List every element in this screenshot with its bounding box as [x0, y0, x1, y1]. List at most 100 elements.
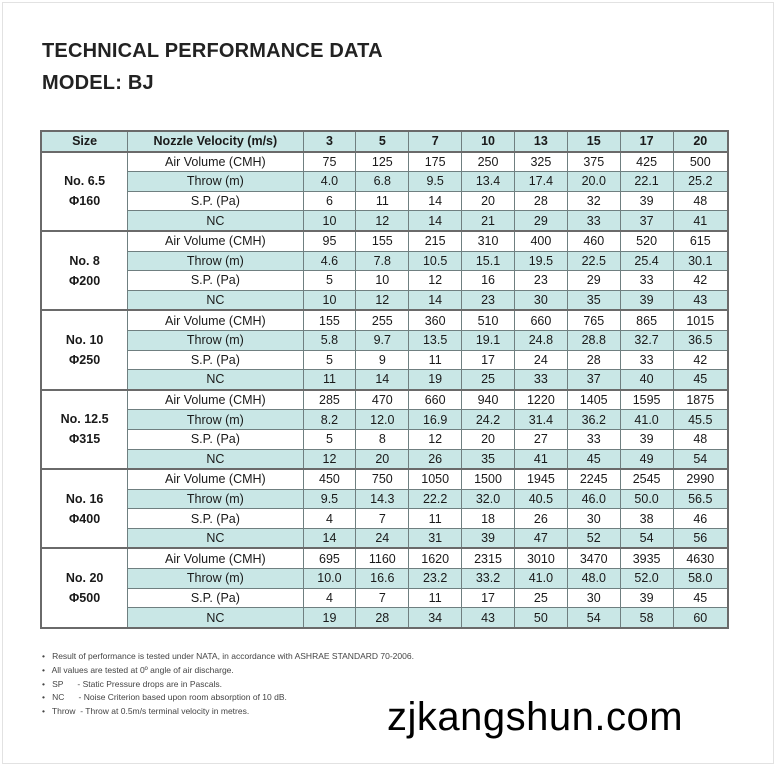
- value-cell: 360: [408, 309, 463, 331]
- value-cell: 33: [566, 210, 621, 232]
- value-cell: 24: [355, 527, 410, 549]
- value-cell: 2545: [619, 468, 674, 490]
- value-cell: 50: [513, 607, 568, 629]
- value-cell: 4.6: [302, 250, 357, 272]
- value-cell: 20: [355, 448, 410, 470]
- value-cell: 39: [461, 527, 515, 549]
- value-cell: 1405: [566, 388, 621, 411]
- value-cell: 46.0: [566, 488, 621, 510]
- value-cell: 400: [513, 229, 568, 252]
- value-cell: 11: [408, 587, 463, 609]
- value-cell: 8.2: [302, 409, 357, 430]
- value-cell: 46: [672, 508, 729, 529]
- value-cell: 940: [461, 388, 515, 411]
- value-cell: 25.4: [619, 250, 674, 272]
- diameter-label: Φ400: [69, 511, 101, 526]
- value-cell: 14: [408, 190, 463, 212]
- value-cell: 125: [355, 150, 410, 173]
- value-cell: 21: [461, 210, 515, 232]
- parameter-label: Throw (m): [127, 250, 304, 272]
- value-cell: 39: [619, 587, 674, 609]
- parameter-label: S.P. (Pa): [127, 587, 304, 609]
- value-cell: 54: [672, 448, 729, 470]
- value-cell: 7: [355, 587, 410, 609]
- value-cell: 60: [672, 607, 729, 629]
- value-cell: 41.0: [513, 568, 568, 589]
- table-header-row: Size Nozzle Velocity (m/s) 3 5 7 10 13 15 17 20: [40, 130, 729, 153]
- value-cell: 10: [355, 270, 410, 291]
- value-cell: 460: [566, 229, 621, 252]
- value-cell: 37: [619, 210, 674, 232]
- value-cell: 3935: [619, 547, 674, 570]
- size-group: No. 16 Φ400 Air Volume (CMH) 450 750 1050 1500…: [40, 468, 729, 549]
- parameter-label: Throw (m): [127, 488, 304, 510]
- value-cell: 23: [513, 270, 568, 291]
- value-cell: 28.8: [566, 329, 621, 351]
- table-row: Throw (m) 4.6 7.8 10.5 15.1 19.5 22.5 25.4 30.1: [41, 250, 729, 272]
- footnote: • NC - Noise Criterion based upon room a…: [42, 691, 414, 705]
- value-cell: 28: [355, 607, 410, 629]
- value-cell: 35: [566, 289, 621, 311]
- value-cell: 45.5: [672, 409, 729, 430]
- column-header: 20: [672, 130, 729, 153]
- value-cell: 14: [355, 369, 410, 391]
- value-cell: 375: [566, 150, 621, 173]
- parameter-label: Throw (m): [127, 171, 304, 192]
- value-cell: 12: [355, 210, 410, 232]
- value-cell: 470: [355, 388, 410, 411]
- value-cell: 10.5: [408, 250, 463, 272]
- value-cell: 250: [461, 150, 515, 173]
- page-title: TECHNICAL PERFORMANCE DATA: [42, 40, 383, 62]
- value-cell: 660: [408, 388, 463, 411]
- parameter-label: S.P. (Pa): [127, 190, 304, 212]
- value-cell: 255: [355, 309, 410, 331]
- value-cell: 1220: [513, 388, 568, 411]
- value-cell: 58: [619, 607, 674, 629]
- value-cell: 41: [513, 448, 568, 470]
- parameter-label: S.P. (Pa): [127, 349, 304, 371]
- bullet-icon: •: [42, 678, 53, 689]
- value-cell: 10: [302, 289, 357, 311]
- size-cell: No. 12.5 Φ315: [40, 388, 129, 470]
- size-cell: No. 8 Φ200: [40, 229, 129, 311]
- value-cell: 50.0: [619, 488, 674, 510]
- value-cell: 28: [566, 349, 621, 371]
- value-cell: 45: [566, 448, 621, 470]
- value-cell: 26: [408, 448, 463, 470]
- value-cell: 45: [672, 587, 729, 609]
- diameter-label: Φ500: [69, 591, 101, 606]
- value-cell: 5: [302, 270, 357, 291]
- value-cell: 47: [513, 527, 568, 549]
- value-cell: 24.2: [461, 409, 515, 430]
- watermark: zjkangshun.com: [387, 695, 684, 739]
- value-cell: 26: [513, 508, 568, 529]
- value-cell: 41.0: [619, 409, 674, 430]
- value-cell: 32.7: [619, 329, 674, 351]
- value-cell: 5: [302, 428, 357, 450]
- value-cell: 22.2: [408, 488, 463, 510]
- value-cell: 20.0: [566, 171, 621, 192]
- value-cell: 15.1: [461, 250, 515, 272]
- table-row: No. 20 Φ500 Air Volume (CMH) 695 1160 1620 231…: [40, 547, 729, 629]
- value-cell: 4.0: [302, 171, 357, 192]
- size-group: No. 6.5 Φ160 Air Volume (CMH) 75 125 175 250 32…: [40, 150, 729, 232]
- value-cell: 510: [461, 309, 515, 331]
- size-label: No. 12.5: [60, 412, 109, 427]
- bullet-icon: •: [42, 651, 53, 661]
- parameter-label: NC: [127, 289, 304, 311]
- value-cell: 32.0: [461, 488, 515, 510]
- value-cell: 40: [619, 369, 674, 391]
- value-cell: 12: [355, 289, 410, 311]
- value-cell: 33: [619, 349, 674, 371]
- parameter-label: Throw (m): [127, 409, 304, 430]
- table-row: No. 8 Φ200 Air Volume (CMH) 95 155 215 310 400 4…: [40, 229, 729, 311]
- value-cell: 43: [461, 607, 515, 629]
- size-label: No. 8: [69, 253, 100, 268]
- size-group: No. 20 Φ500 Air Volume (CMH) 695 1160 1620 231…: [40, 547, 729, 629]
- value-cell: 27: [513, 428, 568, 450]
- column-header: Size: [40, 130, 129, 153]
- size-group: No. 8 Φ200 Air Volume (CMH) 95 155 215 310 400 4…: [40, 229, 729, 311]
- table-row: No. 16 Φ400 Air Volume (CMH) 450 750 1050 1500…: [40, 468, 729, 549]
- value-cell: 19.5: [513, 250, 568, 272]
